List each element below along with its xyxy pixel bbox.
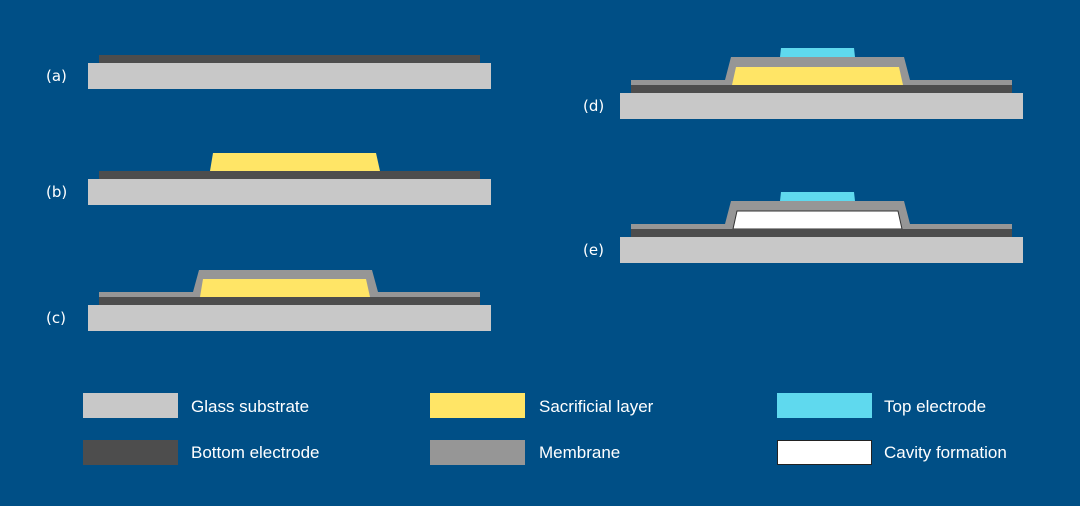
legend-swatch-cavity-formation <box>777 440 872 465</box>
bottom-electrode <box>631 229 1012 237</box>
glass-substrate <box>88 179 491 205</box>
bottom-electrode <box>99 171 480 179</box>
top-electrode <box>780 48 855 57</box>
legend-swatch-bottom-electrode <box>83 440 178 465</box>
step-d-label: (d) <box>583 97 604 115</box>
legend-swatch-membrane <box>430 440 525 465</box>
legend-swatch-top-electrode <box>777 393 872 418</box>
step-d: (d) <box>583 48 1023 119</box>
bottom-electrode <box>631 85 1012 93</box>
step-c: (c) <box>46 270 491 331</box>
step-b: (b) <box>46 153 491 205</box>
step-a-label: (a) <box>46 67 67 85</box>
glass-substrate <box>620 237 1023 263</box>
sacrificial-layer <box>200 279 370 297</box>
step-e-label: (e) <box>583 241 604 259</box>
glass-substrate <box>88 305 491 331</box>
legend-label-sacrificial-layer: Sacrificial layer <box>539 397 654 416</box>
bottom-electrode <box>99 55 480 63</box>
legend-label-cavity-formation: Cavity formation <box>884 443 1007 462</box>
legend-label-glass-substrate: Glass substrate <box>191 397 309 416</box>
sacrificial-layer <box>210 153 380 171</box>
step-a: (a) <box>46 55 491 89</box>
legend-label-top-electrode: Top electrode <box>884 397 986 416</box>
bottom-electrode <box>99 297 480 305</box>
legend-label-membrane: Membrane <box>539 443 620 462</box>
step-c-label: (c) <box>46 309 66 327</box>
legend: Glass substrate Bottom electrode Sacrifi… <box>83 393 1007 465</box>
legend-swatch-glass-substrate <box>83 393 178 418</box>
step-b-label: (b) <box>46 183 67 201</box>
legend-label-bottom-electrode: Bottom electrode <box>191 443 320 462</box>
glass-substrate <box>620 93 1023 119</box>
legend-swatch-sacrificial-layer <box>430 393 525 418</box>
glass-substrate <box>88 63 491 89</box>
sacrificial-layer <box>732 67 903 85</box>
top-electrode <box>780 192 855 201</box>
step-e: (e) <box>583 192 1023 263</box>
cavity <box>732 210 903 230</box>
